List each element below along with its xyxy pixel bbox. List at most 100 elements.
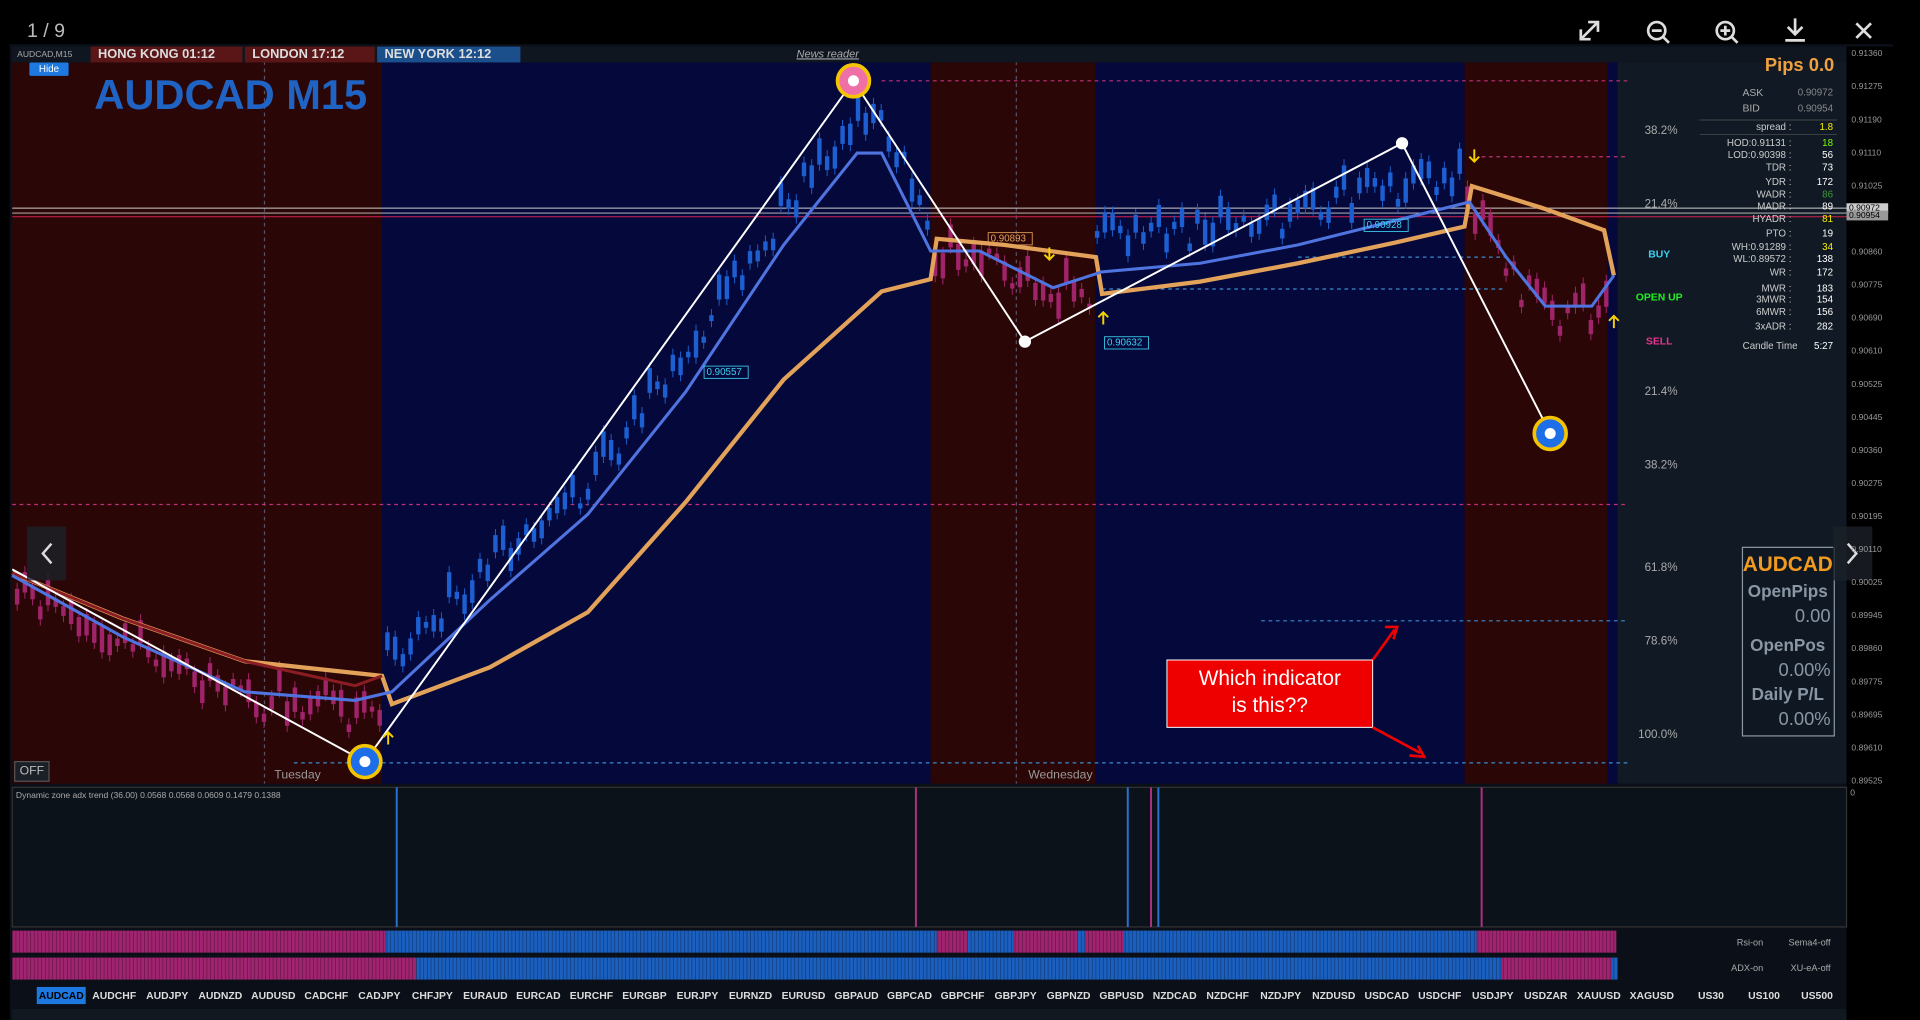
candle-body [1550, 300, 1555, 320]
session-tab [244, 46, 375, 63]
symbol-button[interactable]: AUDNZD [198, 991, 242, 1002]
symbol-button[interactable]: XAGUSD [1630, 991, 1675, 1002]
annotation-text: Which indicator [1199, 667, 1341, 690]
fib-level: 38.2% [1645, 124, 1678, 137]
candle-body [840, 125, 845, 144]
info-label: HOD:0.91131 : [1727, 138, 1792, 149]
symbol-button[interactable]: US100 [1748, 991, 1780, 1002]
strip-label: XU-eA-off [1791, 963, 1832, 973]
symbol-tab: AUDCAD,M15 [17, 49, 72, 59]
symbol-button[interactable]: GBPAUD [834, 991, 879, 1002]
candle-body [115, 638, 120, 646]
symbol-button[interactable]: EURNZD [729, 991, 773, 1002]
symbol-button[interactable]: AUDUSD [251, 991, 296, 1002]
symbol-button[interactable]: EURCHF [570, 991, 613, 1002]
symbol-button[interactable]: EURCAD [516, 991, 561, 1002]
hide-button[interactable] [29, 62, 69, 76]
session-tab [90, 46, 243, 63]
symbol-button[interactable]: GBPUSD [1099, 991, 1144, 1002]
prev-button[interactable] [26, 526, 67, 581]
close-button[interactable] [1855, 22, 1872, 39]
candle-body [1094, 231, 1100, 238]
symbol-button[interactable]: CADJPY [358, 991, 400, 1002]
candle-body [338, 689, 344, 717]
symbol-button[interactable]: USDCHF [1418, 991, 1461, 1002]
candle-body [1388, 172, 1393, 187]
signal-label: SELL [1646, 336, 1673, 347]
info-label: 6MWR : [1756, 307, 1791, 318]
candle-body [1357, 177, 1362, 194]
symbol-button[interactable]: NZDCAD [1153, 991, 1197, 1002]
zoom-in-button[interactable] [1715, 20, 1739, 44]
symbol-button[interactable]: NZDCHF [1206, 991, 1249, 1002]
symbol-button[interactable]: GBPJPY [995, 991, 1037, 1002]
candle-body [1172, 221, 1177, 229]
symbol-button[interactable]: US500 [1801, 991, 1833, 1002]
symbol-button[interactable]: GBPCHF [941, 991, 985, 1002]
download-button[interactable] [1785, 18, 1805, 42]
pivot-markers [347, 63, 1568, 780]
candle-body [531, 528, 537, 542]
symbol-button[interactable]: EURGBP [622, 991, 667, 1002]
fib-level: 21.4% [1645, 198, 1678, 211]
symbol-button[interactable]: EURUSD [782, 991, 826, 1002]
candle-body [446, 572, 452, 598]
symbol-button[interactable]: USDJPY [1472, 991, 1514, 1002]
candle-body [192, 671, 197, 688]
strip-segment [936, 930, 968, 953]
zoom-out-button[interactable] [1646, 20, 1670, 44]
next-button[interactable] [1833, 526, 1873, 581]
candle-body [724, 276, 730, 300]
candle-body [1102, 212, 1108, 233]
symbol-button[interactable]: NZDUSD [1312, 991, 1356, 1002]
candle-body [1411, 165, 1416, 184]
symbol-button[interactable]: AUDJPY [146, 991, 188, 1002]
symbol-button[interactable]: US30 [1698, 991, 1724, 1002]
symbol-button[interactable]: EURAUD [463, 991, 508, 1002]
pnl-symbol: AUDCAD [1743, 553, 1833, 576]
symbol-active [36, 986, 86, 1005]
candle-body [45, 579, 51, 606]
symbol-button[interactable]: USDCAD [1365, 991, 1410, 1002]
exit-fullscreen-button[interactable] [1579, 20, 1600, 41]
price-axis-label: 0.90690 [1851, 313, 1882, 323]
candle-body [1017, 267, 1023, 288]
candle-body [832, 146, 838, 169]
candle-body [1040, 282, 1046, 301]
symbol-button[interactable]: NZDJPY [1260, 991, 1301, 1002]
candle-body [1033, 282, 1038, 300]
price-axis-label: 0.90025 [1851, 577, 1882, 587]
symbol-button[interactable]: GBPCAD [887, 991, 933, 1002]
symbol-button[interactable]: CADCHF [304, 991, 348, 1002]
symbol-button[interactable]: GBPNZD [1047, 991, 1091, 1002]
candle-body [940, 253, 946, 279]
price-axis-label: 0.90525 [1851, 379, 1882, 389]
candle-body [68, 598, 74, 625]
pnl-value: 0.00% [1779, 659, 1831, 680]
candle-body [323, 677, 328, 696]
symbol-button[interactable]: USDZAR [1524, 991, 1568, 1002]
candle-body [963, 259, 969, 267]
candle-body [38, 606, 43, 620]
strip-label: ADX-on [1731, 963, 1763, 973]
symbol-button[interactable]: AUDCAD [39, 991, 85, 1002]
candle-body [377, 709, 382, 726]
symbol-button[interactable]: CHFJPY [412, 991, 453, 1002]
symbol-button[interactable]: XAUUSD [1577, 991, 1621, 1002]
candle-body [932, 253, 938, 277]
symbol-button[interactable]: AUDCHF [92, 991, 136, 1002]
candle-body [1526, 275, 1532, 285]
symbol-button[interactable]: EURJPY [677, 991, 719, 1002]
candle-body [53, 598, 58, 607]
info-value: 56 [1822, 150, 1833, 161]
candle-body [948, 224, 953, 248]
off-button[interactable] [14, 761, 50, 782]
strip-segment [12, 930, 386, 953]
price-axis-label: 0.90110 [1851, 544, 1882, 554]
candle-body [1488, 214, 1493, 236]
chart-title: AUDCAD M15 [94, 71, 367, 118]
candle-body [979, 250, 984, 277]
candle-body [238, 685, 244, 691]
candle-body [647, 368, 652, 393]
candle-body [1125, 235, 1131, 257]
